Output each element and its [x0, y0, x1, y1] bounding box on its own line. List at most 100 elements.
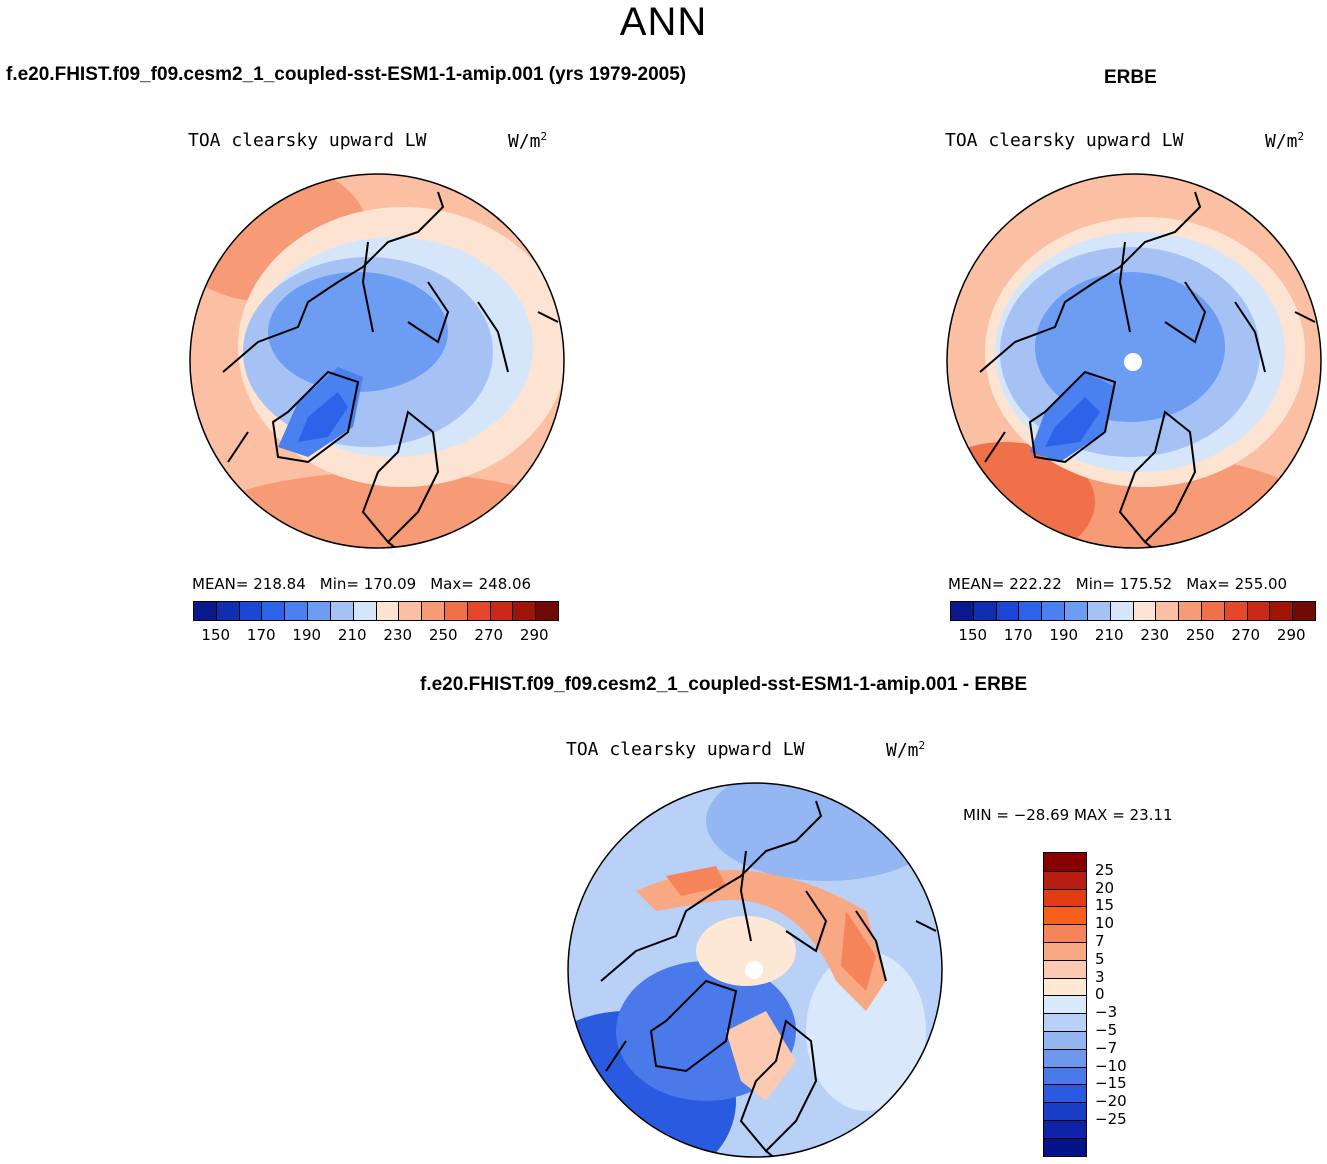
- panel1-colorbar-box: [535, 602, 558, 620]
- panel2-colorbar-box: [1018, 602, 1042, 620]
- panel3-field-warm-coast: [726, 1011, 796, 1101]
- panel3-colorbar-box: [1044, 1030, 1086, 1049]
- panel2-field-greenland-core: [1045, 397, 1100, 447]
- panel2-colorbar-box: [1269, 602, 1293, 620]
- panel2-colorbar-box: [1132, 602, 1156, 620]
- panel3-field-warm-core: [841, 911, 876, 991]
- panel1-colorbar-box: [489, 602, 513, 620]
- panel3-colorbar: [1043, 852, 1087, 1157]
- panel3-colorbar-tick-label: 10: [1095, 914, 1115, 933]
- panel1-colorbar-box: [307, 602, 330, 620]
- panel2-max: 255.00: [1234, 575, 1288, 593]
- panel3-colorbar-tick-label: 5: [1095, 949, 1105, 968]
- panel3-colorbar-tick-label: 0: [1095, 985, 1105, 1004]
- panel1-colorbar-ticks: 150 170 190 210 230 250 270 290: [193, 626, 557, 646]
- panel3-colorbar-box: [1044, 1013, 1086, 1031]
- panel2-colorbar-box: [1109, 602, 1133, 620]
- panel1-variable-label: TOA clearsky upward LW: [188, 130, 427, 151]
- panel3-colorbar-box: [1044, 1102, 1086, 1120]
- panel2-coastlines: [979, 191, 1316, 548]
- panel3-colorbar-tick-label: −20: [1095, 1092, 1127, 1111]
- panel2-colorbar-tick-label: 270: [1231, 626, 1261, 644]
- panel1-colorbar-box: [466, 602, 490, 620]
- panel2-variable-label: TOA clearsky upward LW: [945, 130, 1184, 151]
- panel3-colorbar-tick-label: −5: [1095, 1021, 1118, 1039]
- panel1-colorbar-box: [284, 602, 308, 620]
- panel1-colorbar-tick-label: 210: [337, 626, 367, 644]
- panel3-field-warm-core-north: [666, 866, 726, 896]
- panel1-colorbar-box: [329, 602, 353, 620]
- panel3-pole-hole: [745, 961, 763, 979]
- panel3-colorbar-box: [1044, 1048, 1086, 1067]
- panel1-min: 170.09: [363, 575, 417, 593]
- panel1-mean: 218.84: [253, 575, 306, 593]
- panel3-colorbar-box: [1044, 924, 1086, 942]
- panel2-colorbar-box: [995, 602, 1019, 620]
- panel3-colorbar-tick-label: −7: [1095, 1038, 1118, 1057]
- panel2-colorbar-tick-label: 230: [1140, 626, 1170, 644]
- case2-title: ERBE: [1104, 67, 1157, 88]
- panel3-colorbar-tick-label: −25: [1095, 1110, 1127, 1128]
- panel2-pole-hole: [1124, 353, 1142, 371]
- panel1-field-warm-south: [190, 472, 564, 548]
- panel1-colorbar-tick-label: 150: [201, 626, 231, 644]
- panel3-colorbar-tick-label: −3: [1095, 1003, 1118, 1022]
- panel1-colorbar-tick-label: 190: [292, 626, 322, 644]
- panel1-colorbar-tick-label: 250: [428, 626, 458, 644]
- panel3-colorbar-box: [1044, 906, 1086, 925]
- panel1-stats: MEAN= 218.84 Min= 170.09 Max= 248.06: [192, 575, 532, 593]
- panel3-colorbar-box: [1044, 870, 1086, 889]
- panel3-units: W/m2: [886, 739, 926, 761]
- panel2-colorbar-box: [1041, 602, 1065, 620]
- panel3-variable-label: TOA clearsky upward LW: [566, 739, 805, 760]
- panel2-colorbar-box: [1246, 602, 1270, 620]
- panel1-colorbar-box: [421, 602, 444, 620]
- panel2-colorbar-box: [1086, 602, 1110, 620]
- panel2-colorbar-tick-label: 190: [1049, 626, 1079, 644]
- figure-title: ANN: [619, 0, 708, 44]
- panel1-colorbar-tick-label: 170: [246, 626, 276, 644]
- panel1-colorbar-box: [512, 602, 536, 620]
- panel3-colorbar-tick-label: 3: [1095, 967, 1105, 986]
- panel3-colorbar-box: [1044, 888, 1086, 907]
- panel3-colorbar-box: [1044, 1084, 1086, 1103]
- panel2-colorbar-box: [1223, 602, 1247, 620]
- panel2-mean: 222.22: [1009, 575, 1062, 593]
- panel1-colorbar-box: [443, 602, 467, 620]
- panel2-colorbar-tick-label: 210: [1094, 626, 1124, 644]
- panel2-colorbar-box: [1178, 602, 1201, 620]
- panel2-stats: MEAN= 222.22 Min= 175.52 Max= 255.00: [948, 575, 1288, 593]
- panel2-colorbar-box: [972, 602, 996, 620]
- panel1-colorbar-box: [398, 602, 422, 620]
- panel3-colorbar-box: [1044, 995, 1086, 1014]
- panel2-colorbar-box: [1200, 602, 1224, 620]
- panel1-polar-map: [189, 173, 565, 549]
- panel1-colorbar-box: [352, 602, 376, 620]
- panel1-colorbar: [193, 601, 559, 621]
- panel3-colorbar-tick-label: 7: [1095, 932, 1105, 950]
- panel1-colorbar-box: [238, 602, 262, 620]
- panel3-colorbar-tick-label: 15: [1095, 896, 1115, 915]
- panel3-colorbar-box: [1044, 941, 1086, 960]
- panel3-colorbar-tick-label: −15: [1095, 1074, 1127, 1093]
- panel1-field-greenland-core: [298, 392, 348, 442]
- panel1-colorbar-tick-label: 230: [383, 626, 413, 644]
- panel3-colorbar-tick-label: 20: [1095, 878, 1115, 897]
- panel1-colorbar-box: [194, 602, 216, 620]
- panel1-units: W/m2: [508, 130, 548, 152]
- panel3-colorbar-box: [1044, 1137, 1086, 1156]
- panel3-polar-map: [567, 782, 943, 1158]
- panel3-colorbar-ticks: 25 20 15 10 7 5 3 0 −3 −5 −7 −10 −15 −20 −25: [1095, 852, 1155, 1157]
- panel2-colorbar-box: [951, 602, 973, 620]
- panel2-colorbar-box: [1292, 602, 1315, 620]
- panel2-colorbar-ticks: 150 170 190 210 230 250 270 290: [950, 626, 1314, 646]
- case1-title: f.e20.FHIST.f09_f09.cesm2_1_coupled-sst-…: [6, 64, 687, 85]
- panel3-field-blue-east: [806, 951, 926, 1111]
- panel3-field-warm-arc: [636, 870, 886, 1011]
- panel2-units: W/m2: [1265, 130, 1305, 152]
- diff-title: f.e20.FHIST.f09_f09.cesm2_1_coupled-sst-…: [420, 674, 1028, 695]
- panel1-colorbar-box: [261, 602, 285, 620]
- panel2-colorbar-tick-label: 170: [1003, 626, 1033, 644]
- panel1-coastlines: [222, 191, 559, 548]
- panel3-colorbar-box: [1044, 959, 1086, 978]
